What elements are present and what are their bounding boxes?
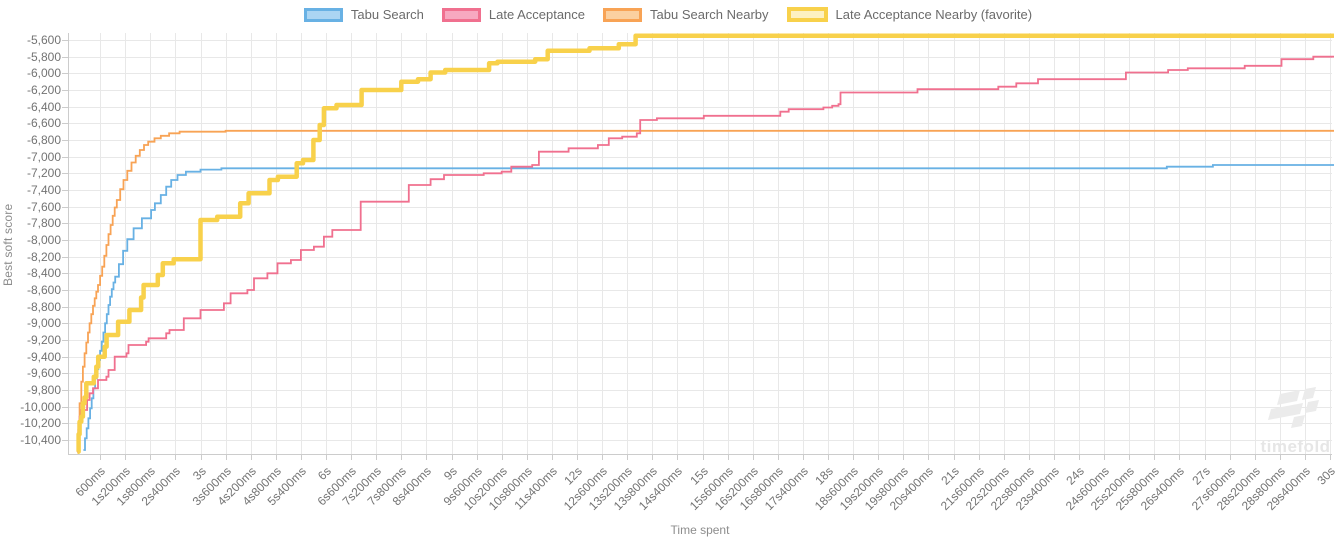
y-tick-label: -7,200 bbox=[26, 166, 61, 181]
y-tick-label: -5,600 bbox=[26, 33, 61, 47]
y-tick-label: -8,400 bbox=[26, 266, 61, 281]
y-tick-label: -7,800 bbox=[26, 216, 61, 231]
y-tick-label: -6,200 bbox=[26, 83, 61, 97]
legend-label: Tabu Search Nearby bbox=[650, 7, 769, 22]
legend-label: Late Acceptance bbox=[488, 7, 586, 22]
legend-item-late-acceptance-nearby-favorite[interactable]: Late Acceptance Nearby (favorite) bbox=[786, 7, 1033, 22]
legend-item-tabu-search[interactable]: Tabu Search bbox=[303, 7, 424, 22]
y-tick-label: -6,400 bbox=[26, 99, 61, 114]
series-line-3 bbox=[76, 33, 1334, 454]
y-tick-label: -7,400 bbox=[26, 183, 61, 197]
series-line-1 bbox=[77, 55, 1334, 453]
y-tick-label: -9,600 bbox=[26, 366, 61, 381]
y-tick-label: -6,600 bbox=[26, 116, 61, 131]
y-tick-label: -6,800 bbox=[26, 133, 61, 147]
y-tick-label: -9,000 bbox=[26, 316, 61, 331]
y-tick-label: -8,000 bbox=[26, 233, 61, 247]
x-axis-title: Time spent bbox=[670, 523, 730, 537]
legend-label: Late Acceptance Nearby (favorite) bbox=[835, 7, 1033, 22]
legend-label: Tabu Search bbox=[350, 7, 424, 22]
y-tick-label: -10,400 bbox=[20, 433, 61, 447]
legend-swatch-icon bbox=[786, 7, 828, 22]
y-tick-label: -8,200 bbox=[26, 249, 61, 264]
legend-swatch-icon bbox=[441, 7, 481, 22]
legend-item-late-acceptance[interactable]: Late Acceptance bbox=[441, 7, 586, 22]
legend-swatch-icon bbox=[603, 7, 643, 22]
y-tick-label: -9,800 bbox=[26, 383, 61, 397]
y-tick-label: -10,000 bbox=[20, 399, 61, 414]
y-tick-label: -8,600 bbox=[26, 283, 61, 297]
y-tick-label: -8,800 bbox=[26, 299, 61, 314]
y-tick-label: -5,800 bbox=[26, 49, 61, 64]
y-tick-label: -6,000 bbox=[26, 66, 61, 81]
y-tick-label: -7,600 bbox=[26, 199, 61, 214]
y-tick-label: -9,400 bbox=[26, 349, 61, 364]
chart-legend: Tabu Search Late Acceptance Tabu Search Ne… bbox=[0, 7, 1336, 22]
y-tick-label: -7,000 bbox=[26, 149, 61, 164]
y-tick-label: -10,200 bbox=[20, 416, 61, 431]
series-line-2 bbox=[77, 129, 1334, 453]
y-tick-label: -9,200 bbox=[26, 333, 61, 347]
legend-item-tabu-search-nearby[interactable]: Tabu Search Nearby bbox=[603, 7, 769, 22]
legend-swatch-icon bbox=[303, 7, 343, 22]
